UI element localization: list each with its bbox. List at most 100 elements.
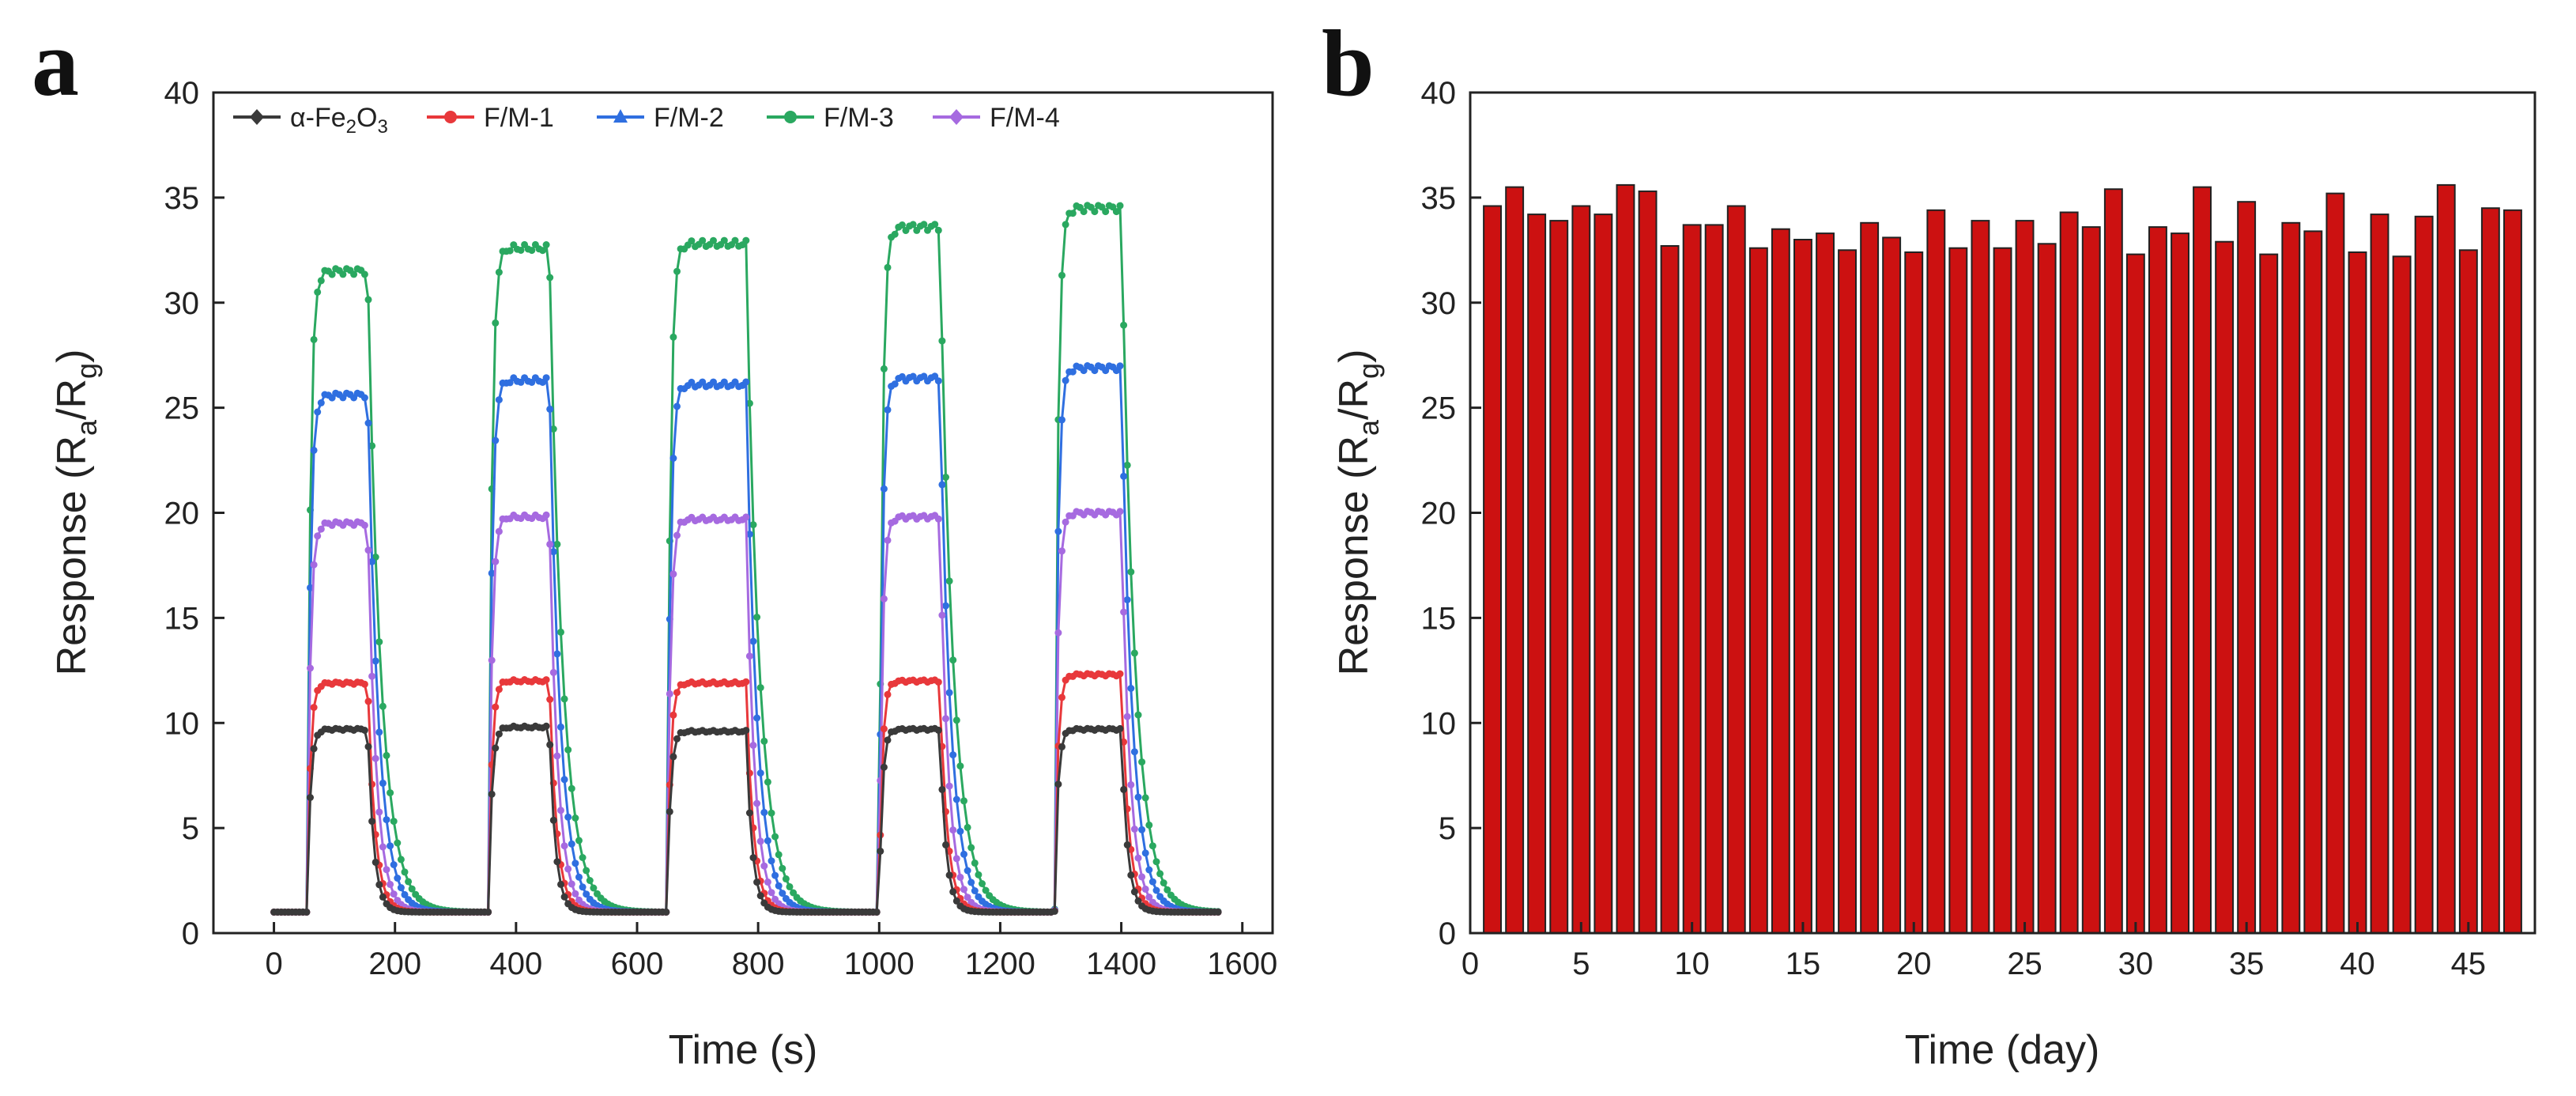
panel-a-data-point (546, 274, 554, 282)
panel-a-data-point (549, 425, 557, 433)
panel-a-data-point (553, 540, 561, 548)
panel-b-bar-day-24 (1993, 247, 2012, 934)
panel-a-data-point (492, 703, 500, 711)
panel-a-legend: α-Fe2O3 F/M-1 F/M-2 F/M-3 F/M-4 (233, 103, 1060, 138)
panel-b-bar-day-15 (1793, 239, 1812, 934)
legend-label-part: O (356, 103, 377, 133)
panel-a-data-point (560, 776, 568, 784)
panel-a-x-tick-label: 800 (732, 947, 785, 981)
panel-a-data-point (564, 813, 572, 821)
panel-a-data-point (756, 837, 764, 845)
panel-a-data-point (669, 711, 677, 719)
panel-a-data-point (1145, 866, 1153, 874)
panel-b-ylabel-sub-a: a (1352, 419, 1385, 436)
panel-a-data-point (1058, 271, 1065, 279)
panel-a-data-point (745, 652, 753, 660)
panel-a-data-point (310, 704, 318, 712)
panel-a-data-point (317, 525, 325, 533)
panel-a-data-point (749, 637, 757, 645)
panel-a-data-point (779, 864, 786, 872)
panel-a-data-point (408, 885, 416, 893)
panel-a-data-point (960, 797, 967, 805)
panel-a-data-point (314, 532, 322, 540)
panel-a-data-point (768, 809, 775, 817)
panel-a-data-point (1058, 416, 1065, 424)
panel-a-data-point (938, 337, 946, 345)
panel-a-data-point (542, 722, 550, 730)
panel-b-bar-day-42 (2392, 255, 2412, 934)
panel-b-bar-day-17 (1838, 249, 1858, 934)
panel-b-y-tick-label: 15 (1421, 601, 1457, 636)
panel-a-data-point (372, 858, 379, 866)
panel-a-data-point (880, 365, 888, 372)
panel-b-bar-day-23 (1971, 220, 1990, 935)
panel-b-bar-day-1 (1483, 205, 1502, 934)
panel-a-data-point (880, 763, 888, 771)
panel-a-data-point (485, 908, 492, 916)
panel-a-y-tick-label: 5 (182, 811, 199, 846)
panel-a-data-point (945, 782, 953, 790)
panel-a-data-point (710, 236, 717, 244)
panel-a-data-point (666, 690, 673, 697)
panel-a-data-point (934, 515, 942, 523)
panel-b-y-tick-label: 0 (1439, 916, 1456, 951)
panel-b-bar-day-38 (2303, 230, 2323, 934)
panel-b-x-tick-label: 25 (2007, 947, 2042, 981)
panel-a-data-point (375, 638, 383, 646)
panel-a-data-point (873, 908, 881, 916)
panel-a-ylabel-sub-g: g (70, 363, 103, 379)
panel-a-legend-marker (613, 109, 628, 123)
panel-a-data-point (488, 790, 496, 798)
panel-b-y-tick-label: 20 (1421, 497, 1457, 531)
panel-b-bar-day-10 (1682, 224, 1702, 934)
panel-a-data-point (669, 455, 677, 462)
panel-a-data-point (557, 807, 564, 814)
panel-a-data-point (495, 686, 503, 694)
panel-a-data-point (492, 319, 500, 327)
panel-b-x-tick-label: 10 (1674, 947, 1710, 981)
panel-a-data-point (731, 236, 739, 244)
panel-a-data-point (375, 808, 383, 816)
panel-b-bar-day-11 (1704, 224, 1724, 934)
panel-a-data-point (1069, 368, 1077, 376)
panel-a-data-point (1127, 780, 1135, 788)
panel-b-bar-day-27 (2059, 211, 2079, 934)
panel-b-bar-day-34 (2215, 240, 2235, 934)
panel-a-data-point (495, 268, 503, 276)
panel-a-data-point (967, 879, 975, 886)
panel-a-data-point (1054, 527, 1062, 535)
panel-a-data-point (575, 873, 583, 881)
panel-a-data-point (310, 446, 318, 454)
panel-a-data-point (753, 614, 761, 621)
panel-a-data-point (673, 689, 681, 697)
panel-b-chart: 0 5 10 15 20 25 30 35 40 45 0 5 10 15 20 25 30 35 40 Time … (1331, 76, 2536, 1073)
panel-b-ylabel-sub-g: g (1352, 363, 1385, 379)
panel-b-bar-day-9 (1660, 245, 1680, 934)
panel-b-bar-day-3 (1527, 214, 1547, 935)
panel-a-data-point (387, 880, 394, 888)
panel-a-data-point (568, 784, 575, 792)
panel-a-data-point (557, 723, 564, 731)
panel-a-data-point (931, 221, 939, 229)
panel-a-data-point (745, 531, 753, 538)
panel-a-data-point (1102, 208, 1110, 216)
panel-a-data-point (1148, 842, 1156, 850)
panel-a-data-point (1058, 547, 1065, 555)
panel-a-data-point (964, 867, 971, 875)
panel-a-data-point (1054, 780, 1062, 788)
panel-a-data-point (1138, 758, 1146, 766)
panel-b-bar-day-44 (2436, 183, 2456, 934)
panel-a-data-point (390, 818, 398, 826)
panel-a-chart: 0 200 400 600 800 1000 1200 1400 1600 0 5 10 15 20 25 3… (49, 76, 1277, 1073)
panel-a-data-point (364, 546, 372, 554)
panel-a-data-point (1120, 608, 1128, 616)
panel-a-data-point (360, 394, 368, 402)
panel-a-data-point (952, 796, 960, 803)
panel-a-data-point (1164, 886, 1171, 894)
panel-a-data-point (982, 886, 990, 894)
panel-a-data-point (742, 378, 750, 386)
panel-a-data-point (1152, 886, 1160, 894)
panel-a-data-point (949, 656, 957, 664)
panel-a-data-point (1130, 649, 1138, 657)
panel-a-data-point (964, 894, 971, 901)
